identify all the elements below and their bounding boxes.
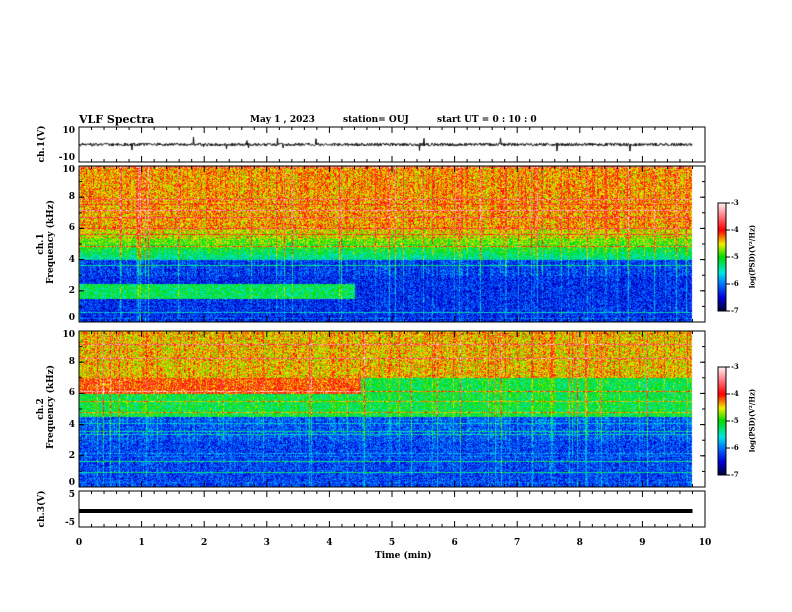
colorbar-tick-label: -3 <box>731 362 739 371</box>
x-tick-label: 7 <box>514 538 521 548</box>
y-tick-label: 10 <box>62 165 75 175</box>
station-label: station= OUJ <box>343 115 409 125</box>
x-tick-label: 4 <box>326 538 333 548</box>
x-tick-label: 10 <box>698 538 712 548</box>
y-tick-label: 8 <box>68 192 75 203</box>
x-tick-label: 6 <box>451 538 458 548</box>
x-tick-label: 3 <box>263 538 270 548</box>
colorbar-tick-label: -5 <box>731 252 739 261</box>
colorbar-tick-label: -6 <box>731 279 739 288</box>
ch1-colorbar-label: log(PSD)(V²/Hz) <box>747 224 757 289</box>
x-tick-label: 2 <box>201 538 208 548</box>
y-tick-label: 8 <box>68 357 75 368</box>
y-tick-label: 6 <box>68 223 75 234</box>
colorbar-frame <box>717 366 727 476</box>
figure-title: VLF Spectra <box>79 113 155 126</box>
x-tick-label: 9 <box>639 538 646 548</box>
y-tick-label: 2 <box>68 450 75 461</box>
y-tick-label: 0 <box>68 478 75 488</box>
x-axis-label: Time (min) <box>375 551 432 561</box>
ch1-label: ch.1 <box>36 233 46 255</box>
ch2-spectrogram-plot <box>79 331 705 487</box>
start-time-label: start UT = 0 : 10 : 0 <box>437 115 537 125</box>
colorbar-tick-label: -3 <box>731 198 739 207</box>
ch3-waveform-ylabel: ch.3(V) <box>37 490 47 528</box>
ch1-colorbar <box>718 203 726 311</box>
y-tick-label: 0 <box>68 313 75 323</box>
x-tick-label: 1 <box>138 538 145 548</box>
ch3-waveform-line <box>79 509 693 513</box>
x-tick-label: 0 <box>75 538 83 548</box>
colorbar-tick-label: -6 <box>731 443 739 452</box>
y-tick-label: 4 <box>68 254 75 265</box>
colorbar-frame <box>717 202 727 312</box>
frequency-label: Frequency (kHz) <box>46 364 56 449</box>
ch1-waveform-ylabel: ch.1(V) <box>37 125 47 163</box>
panel-frame <box>78 330 706 488</box>
y-tick-label: -10 <box>58 153 75 163</box>
x-tick-label: 5 <box>388 538 396 548</box>
y-tick-label: -5 <box>65 518 75 528</box>
panel-frame <box>78 165 706 323</box>
ch2-colorbar-label: log(PSD)(V²/Hz) <box>747 388 757 453</box>
ch2-spectrogram-ylabel: ch.2 Frequency (kHz) <box>36 365 56 449</box>
date-label: May 1 , 2023 <box>250 115 315 125</box>
colorbar-tick-label: -7 <box>731 306 739 315</box>
y-tick-label: 5 <box>68 490 75 500</box>
ch1-spectrogram-ylabel: ch.1 Frequency (kHz) <box>36 200 56 284</box>
colorbar-tick-label: -4 <box>731 389 739 398</box>
ch2-colorbar <box>718 367 726 475</box>
x-tick-label: 8 <box>576 538 583 548</box>
frequency-label: Frequency (kHz) <box>46 199 56 284</box>
y-tick-label: 2 <box>68 285 75 296</box>
y-tick-label: 10 <box>62 126 75 136</box>
ch2-label: ch.2 <box>36 398 46 420</box>
colorbar-tick-label: -7 <box>731 470 739 479</box>
ch1-spectrogram-plot <box>79 166 705 322</box>
colorbar-tick-label: -4 <box>731 225 739 234</box>
y-tick-label: 4 <box>68 419 75 430</box>
y-tick-label: 6 <box>68 388 75 399</box>
y-tick-label: 10 <box>62 330 75 340</box>
colorbar-tick-label: -5 <box>731 416 739 425</box>
